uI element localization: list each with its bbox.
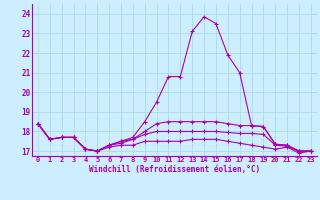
X-axis label: Windchill (Refroidissement éolien,°C): Windchill (Refroidissement éolien,°C) xyxy=(89,165,260,174)
